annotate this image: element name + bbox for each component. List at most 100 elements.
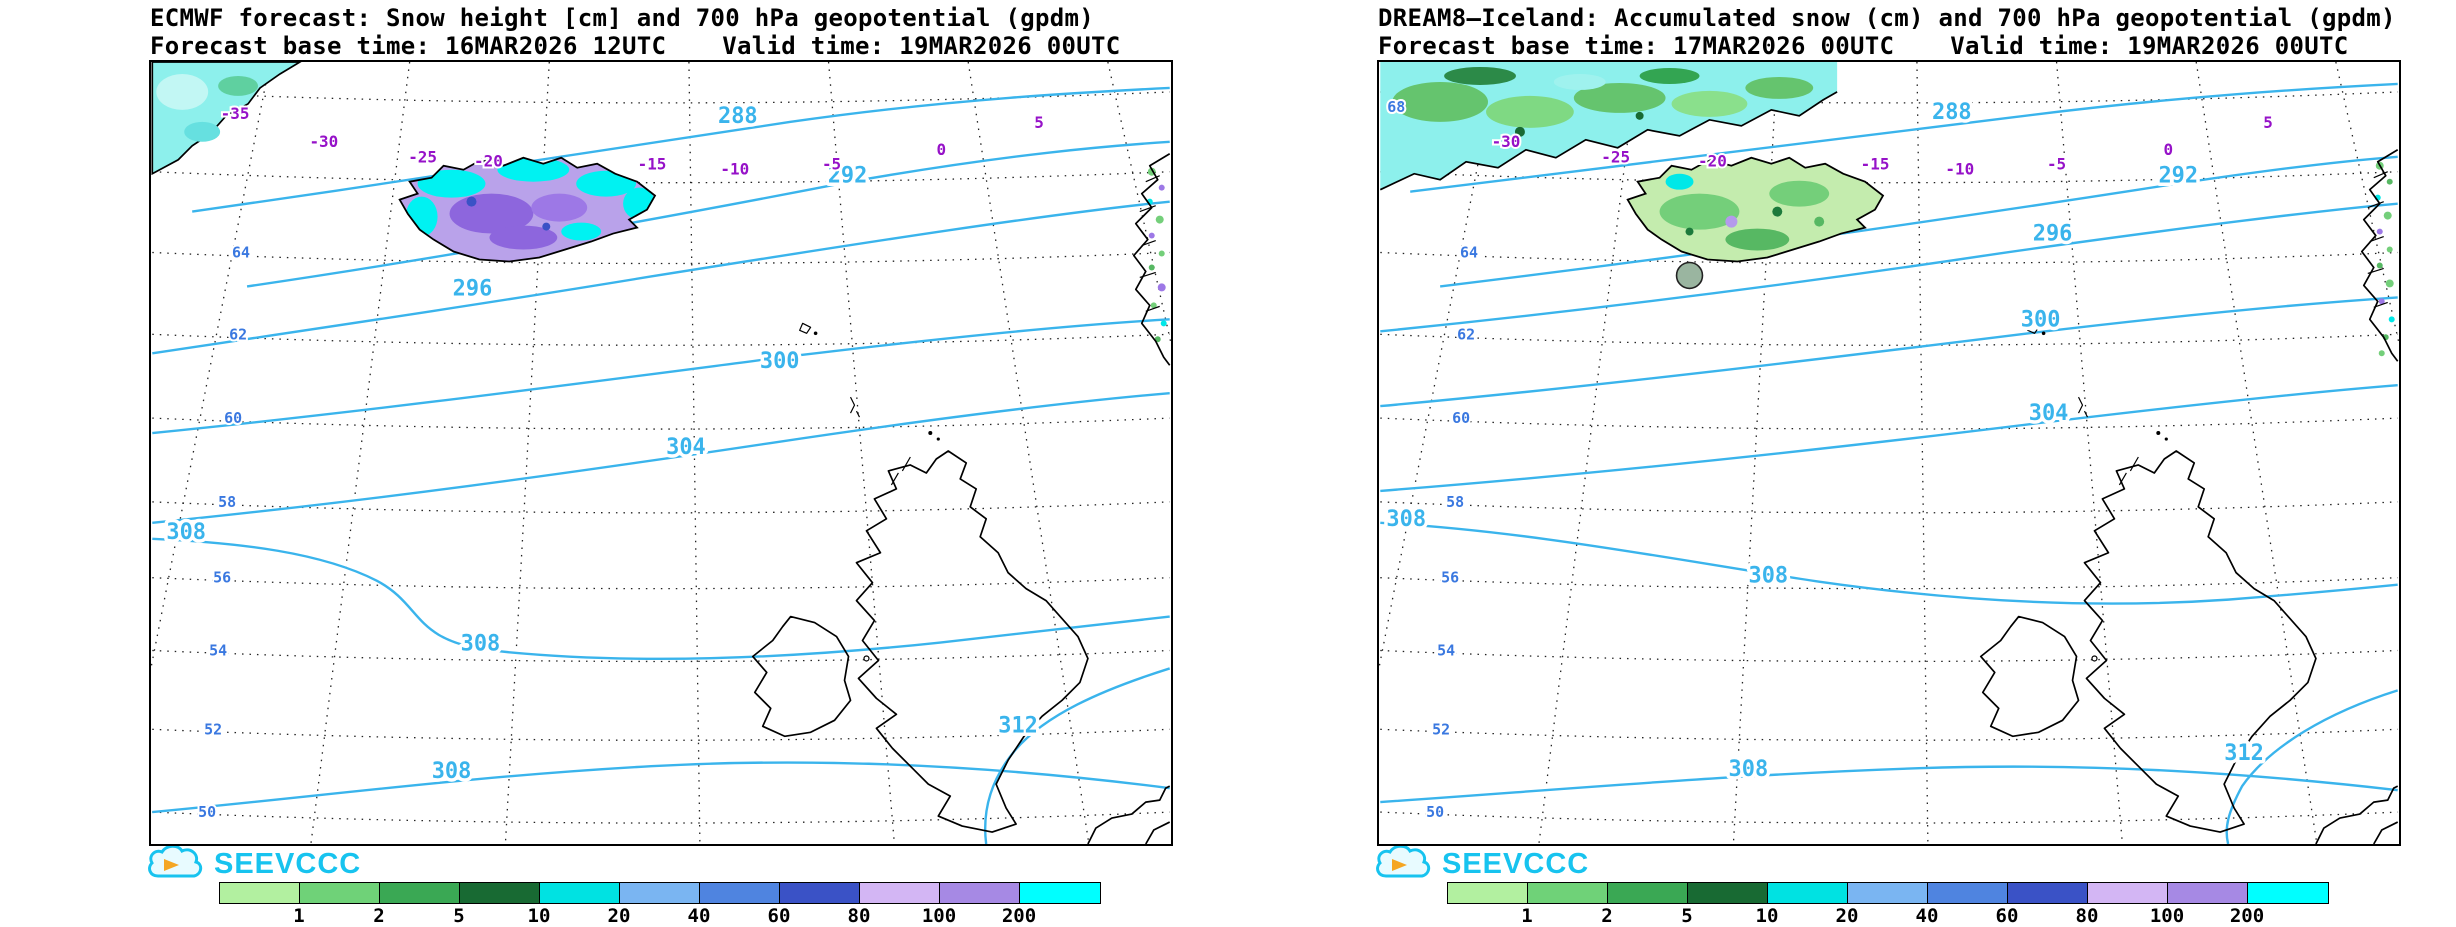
lat-label: 56 bbox=[1441, 569, 1459, 587]
temp-label: 0 bbox=[936, 140, 946, 159]
contour-label: 308 bbox=[166, 520, 206, 545]
great-britain-coast bbox=[2083, 450, 2317, 833]
contour-288 bbox=[192, 86, 1170, 213]
contour-label: 312 bbox=[998, 713, 1038, 738]
seevccc-logo: SEEVCCC bbox=[1374, 846, 1589, 882]
contour-label: 304 bbox=[2029, 401, 2069, 426]
valid-time: Valid time: 19MAR2026 00UTC bbox=[722, 32, 1121, 60]
colorbar-segment bbox=[2088, 883, 2168, 903]
colorbar-label: 80 bbox=[2075, 905, 2099, 927]
contour-308-upper bbox=[1380, 521, 2398, 605]
contour-label: 292 bbox=[828, 164, 868, 189]
colorbar-segment bbox=[2008, 883, 2088, 903]
temp-label: 0 bbox=[2163, 140, 2173, 159]
contour-label: 288 bbox=[718, 104, 758, 129]
lat-label: 64 bbox=[232, 244, 250, 262]
contour-label: 304 bbox=[666, 435, 706, 460]
colorbar-label: 20 bbox=[1835, 905, 1859, 927]
colorbar-segment bbox=[300, 883, 380, 903]
lat-label: 64 bbox=[1460, 244, 1478, 262]
temp-label: -5 bbox=[822, 155, 841, 174]
temp-label: -15 bbox=[638, 155, 667, 174]
contour-308-upper bbox=[152, 537, 1170, 660]
snow-colorbar: 1 2 5 10 20 40 60 80 100 200 bbox=[219, 882, 1101, 927]
lat-label: 62 bbox=[229, 325, 247, 343]
colorbar-segment bbox=[1928, 883, 2008, 903]
colorbar-segments bbox=[1447, 882, 2329, 904]
lat-label: 54 bbox=[209, 641, 227, 659]
lat-label: 58 bbox=[1446, 493, 1464, 511]
contour-296 bbox=[152, 200, 1170, 355]
snow-maximum-blob bbox=[1675, 261, 1704, 290]
norway-coast bbox=[1132, 153, 1171, 366]
shetland-islands bbox=[2077, 396, 2168, 441]
contour-296 bbox=[1380, 202, 2398, 333]
panel-ecmwf: ECMWF forecast: Snow height [cm] and 700… bbox=[0, 0, 1228, 927]
contour-312 bbox=[984, 667, 1171, 844]
lat-label: 54 bbox=[1437, 641, 1455, 659]
faroe-islands bbox=[2027, 322, 2046, 336]
land-features bbox=[151, 62, 1171, 844]
colorbar-segment bbox=[2168, 883, 2248, 903]
colorbar-label: 200 bbox=[1001, 905, 1037, 927]
colorbar-label: 60 bbox=[767, 905, 791, 927]
colorbar-segment bbox=[2248, 883, 2328, 903]
temp-label: -25 bbox=[408, 148, 437, 167]
contour-288 bbox=[1410, 82, 2398, 193]
contour-label: 288 bbox=[1932, 100, 1972, 125]
colorbar-segment bbox=[860, 883, 940, 903]
contour-label: 308 bbox=[1748, 564, 1788, 589]
colorbar-label: 10 bbox=[1755, 905, 1779, 927]
colorbar-labels: 1 2 5 10 20 40 60 80 100 200 bbox=[1447, 904, 2327, 927]
colorbar-label: 100 bbox=[2149, 905, 2185, 927]
colorbar-label: 40 bbox=[687, 905, 711, 927]
colorbar-segment bbox=[1020, 883, 1100, 903]
hebrides bbox=[2118, 456, 2139, 486]
greenland-coast bbox=[1379, 62, 1838, 191]
lat-label: 52 bbox=[204, 720, 222, 738]
map-labels: 288 292 296 300 304 308 308 312 308 -30 … bbox=[1383, 96, 2275, 823]
seevccc-cloud-icon bbox=[148, 846, 203, 878]
snow-colorbar: 1 2 5 10 20 40 60 80 100 200 bbox=[1447, 882, 2329, 927]
colorbar-segment bbox=[700, 883, 780, 903]
map-frame-dream8: 288 292 296 300 304 308 308 312 308 -30 … bbox=[1377, 60, 2401, 846]
lat-label: 56 bbox=[213, 569, 231, 587]
contour-304 bbox=[1380, 383, 2398, 493]
temp-label: -30 bbox=[1492, 132, 1521, 151]
temp-label: -20 bbox=[1698, 152, 1727, 171]
panel-title: DREAM8–Iceland: Accumulated snow (cm) an… bbox=[1378, 4, 2396, 32]
lat-label: 62 bbox=[1457, 325, 1475, 343]
colorbar-label: 5 bbox=[453, 905, 465, 927]
temp-label: -5 bbox=[2047, 155, 2066, 174]
land-features bbox=[1379, 62, 2399, 844]
temp-label: -10 bbox=[1945, 160, 1974, 179]
colorbar-label: 40 bbox=[1915, 905, 1939, 927]
geopotential-contours bbox=[1380, 82, 2399, 844]
colorbar-labels: 1 2 5 10 20 40 60 80 100 200 bbox=[219, 904, 1099, 927]
contour-292 bbox=[1440, 155, 2398, 288]
colorbar-label: 10 bbox=[527, 905, 551, 927]
map-labels: 288 292 296 300 304 308 308 312 308 -35 … bbox=[163, 100, 1046, 823]
panel-title: ECMWF forecast: Snow height [cm] and 700… bbox=[150, 4, 1094, 32]
seevccc-cloud-icon bbox=[1376, 846, 1431, 878]
map-svg-ecmwf: 288 292 296 300 304 308 308 312 308 -35 … bbox=[151, 62, 1171, 844]
iceland-snow bbox=[398, 156, 657, 263]
france-coast bbox=[2315, 785, 2399, 844]
seevccc-logo: SEEVCCC bbox=[146, 846, 361, 882]
colorbar-segment bbox=[1608, 883, 1688, 903]
map-svg-dream8: 288 292 296 300 304 308 308 312 308 -30 … bbox=[1379, 62, 2399, 844]
temp-label: -20 bbox=[474, 152, 503, 171]
colorbar-segment bbox=[1768, 883, 1848, 903]
panel-subtitle: Forecast base time: 16MAR2026 12UTC Valid… bbox=[150, 32, 1120, 60]
ireland-coast bbox=[751, 615, 852, 738]
lat-label: 50 bbox=[1426, 803, 1444, 821]
colorbar-segment bbox=[460, 883, 540, 903]
colorbar-label: 200 bbox=[2229, 905, 2265, 927]
contour-label: 308 bbox=[461, 631, 501, 656]
contour-label: 300 bbox=[760, 349, 800, 374]
colorbar-segments bbox=[219, 882, 1101, 904]
seevccc-logo-text: SEEVCCC bbox=[214, 847, 362, 880]
geopotential-contours bbox=[152, 86, 1171, 844]
colorbar-segment bbox=[380, 883, 460, 903]
temp-label: -25 bbox=[1601, 148, 1630, 167]
